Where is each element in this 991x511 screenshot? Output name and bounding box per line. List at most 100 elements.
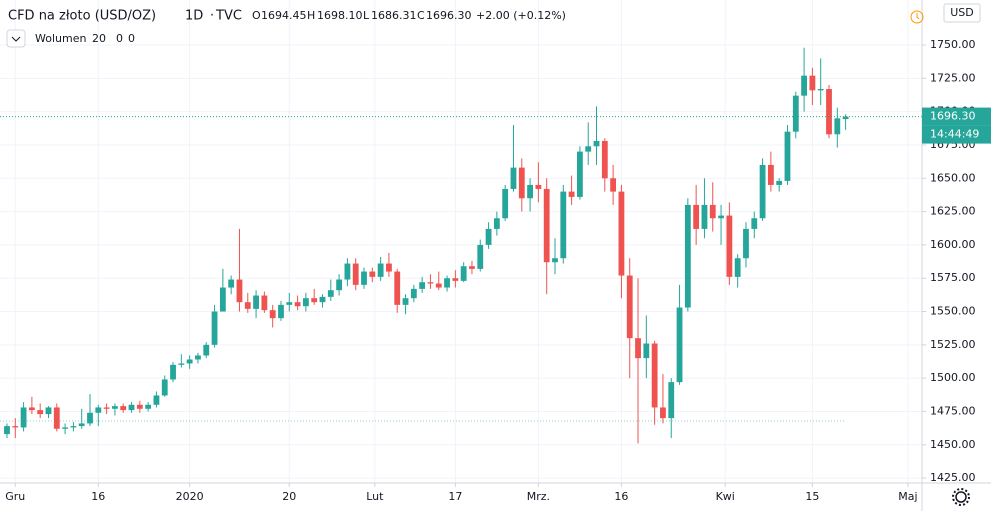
- x-tick-label: 17: [448, 490, 462, 503]
- symbol-title[interactable]: CFD na złoto (USD/OZ): [8, 9, 156, 24]
- y-tick-label: 1525.00: [930, 338, 976, 351]
- candle-body: [834, 118, 841, 135]
- x-tick-label: 15: [805, 490, 819, 503]
- candle-body: [369, 271, 376, 277]
- chevron-icon: [11, 36, 21, 42]
- interval[interactable]: 1D: [185, 9, 203, 24]
- candle-body: [493, 218, 500, 229]
- candle-body: [693, 204, 700, 229]
- candle-body: [153, 395, 160, 405]
- candle-body: [510, 167, 517, 189]
- y-tick-label: 1475.00: [930, 404, 976, 417]
- candle-body: [336, 279, 343, 291]
- candle-body: [136, 404, 143, 409]
- candle-body: [278, 304, 284, 319]
- gear-ring: [955, 491, 967, 503]
- candle-body: [394, 271, 401, 305]
- candle-body: [801, 75, 807, 96]
- candle-body: [809, 75, 816, 91]
- candle-body: [377, 263, 384, 277]
- candle-body: [767, 164, 774, 185]
- last-price-label: 1696.30: [930, 110, 976, 123]
- candle-body: [610, 178, 617, 192]
- candle-body: [776, 180, 783, 185]
- candle-body: [419, 282, 426, 289]
- candle-body: [170, 364, 176, 380]
- volume-length: 20: [92, 32, 106, 45]
- candle-body: [651, 343, 658, 408]
- candle-body: [95, 407, 102, 413]
- candle-body: [626, 275, 633, 339]
- x-tick-label: 20: [282, 490, 296, 503]
- candle-body: [386, 263, 392, 272]
- candle-body: [20, 407, 27, 428]
- x-tick-label: Maj: [898, 490, 917, 503]
- candle-body: [435, 283, 442, 288]
- candle-body: [576, 151, 583, 197]
- candle-body: [618, 191, 625, 276]
- candle-body: [643, 343, 650, 359]
- candle-body: [352, 263, 359, 285]
- settings-gear[interactable]: [952, 488, 970, 506]
- candle-body: [469, 266, 475, 269]
- open-label: O: [252, 9, 261, 22]
- separator: ·: [210, 9, 214, 24]
- candle-body: [112, 406, 118, 409]
- countdown-badge: [922, 125, 991, 144]
- candle-body: [12, 426, 19, 428]
- clock-icon[interactable]: [910, 10, 924, 24]
- gear-teeth: [952, 488, 970, 506]
- candle-body: [236, 279, 243, 303]
- countdown-label: 14:44:49: [930, 128, 979, 141]
- candle-body: [718, 215, 724, 219]
- candle-body: [726, 215, 733, 277]
- candle-body: [452, 278, 459, 281]
- candle-body: [45, 407, 52, 415]
- candle-body: [543, 188, 550, 263]
- candle-body: [477, 244, 484, 269]
- candle-body: [103, 407, 110, 409]
- candle-body: [402, 298, 409, 305]
- candle-body: [253, 295, 259, 309]
- candle-body: [660, 407, 666, 419]
- close-value: 1696.30: [426, 9, 472, 22]
- y-tick-label: 1725.00: [930, 71, 976, 84]
- collapse-button[interactable]: [6, 29, 26, 48]
- y-tick-label: 1600.00: [930, 238, 976, 251]
- candle-body: [286, 302, 293, 305]
- candle-body: [701, 204, 708, 229]
- high-value: 1698.10: [317, 9, 363, 22]
- y-tick-label: 1750.00: [930, 38, 976, 51]
- high-label: H: [307, 9, 315, 22]
- candle-body: [485, 228, 492, 245]
- candle-body: [228, 279, 235, 288]
- x-tick-label: 16: [614, 490, 628, 503]
- y-tick-label: 1450.00: [930, 438, 976, 451]
- volume-name[interactable]: Wolumen: [35, 32, 86, 45]
- candle-body: [37, 410, 44, 415]
- candle-body: [427, 282, 434, 284]
- x-tick-label: 2020: [176, 490, 204, 503]
- candle-body: [311, 298, 318, 303]
- x-tick-label: Mrz.: [527, 490, 550, 503]
- candle-body: [817, 89, 824, 91]
- candle-body: [178, 363, 185, 365]
- candle-body: [444, 278, 450, 288]
- candle-body: [585, 146, 592, 152]
- candle-body: [161, 379, 168, 396]
- candle-body: [70, 426, 77, 428]
- candle-body: [792, 95, 799, 132]
- candle-body: [4, 426, 10, 435]
- close-label: C: [417, 9, 425, 22]
- currency-button[interactable]: [943, 3, 981, 23]
- candle-body: [186, 359, 193, 364]
- y-tick-label: 1575.00: [930, 271, 976, 284]
- y-tick-label: 1550.00: [930, 305, 976, 318]
- candle-body: [62, 427, 69, 429]
- y-tick-label: 1500.00: [930, 371, 976, 384]
- candle-body: [302, 298, 309, 307]
- candle-body: [203, 344, 210, 356]
- open-value: 1694.45: [261, 9, 307, 22]
- candle-body: [145, 404, 152, 409]
- candle-body: [518, 167, 525, 199]
